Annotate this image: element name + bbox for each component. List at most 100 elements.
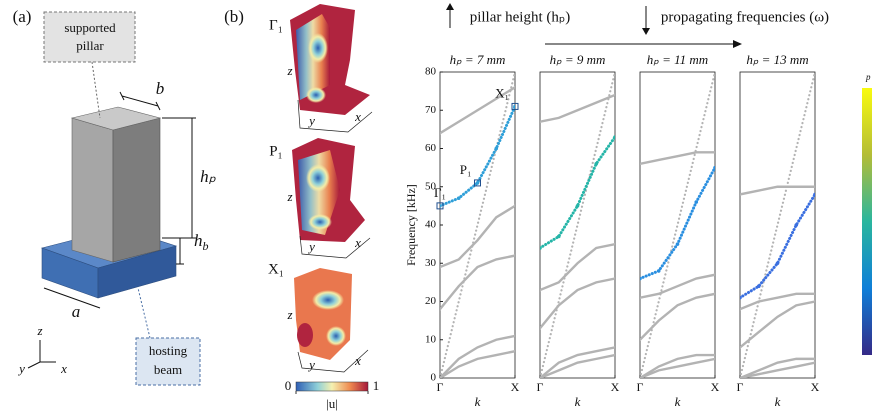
mode-label: P₁: [269, 143, 283, 159]
chart-title: hₚ = 9 mm: [550, 52, 606, 67]
chart-title: hₚ = 13 mm: [746, 52, 808, 67]
mode-marker-label: Γ₁: [434, 185, 446, 200]
y-tick-label: 40: [425, 219, 437, 231]
branch: [540, 353, 615, 378]
branch: [540, 242, 615, 292]
branch: [540, 277, 615, 330]
branch-point: [794, 223, 799, 227]
x-axis-label: k: [775, 394, 781, 409]
pillar-drawing: [27, 11, 201, 386]
branch-point: [775, 261, 780, 266]
plot-frame: [539, 71, 616, 379]
dim-label-main: h: [194, 231, 203, 250]
colorbar: [862, 88, 872, 355]
colorbar-tick-label: 0: [285, 378, 292, 393]
panel-label: (a): [13, 7, 32, 26]
panel-label: (b): [224, 7, 244, 26]
x-tick-label: Γ: [537, 380, 544, 394]
mode-label: Γ₁: [269, 17, 283, 33]
branch-point: [694, 200, 699, 204]
x-tick-label: Γ: [737, 380, 744, 394]
highlight-branch: [440, 104, 515, 208]
x-tick-label: Γ: [437, 380, 444, 394]
plot: [640, 72, 715, 378]
branch-point: [813, 192, 815, 197]
y-tick-label: 70: [425, 104, 437, 116]
chart-title: hₚ = 11 mm: [647, 52, 708, 67]
chart: hₚ = 9 mm Γ Xk: [537, 52, 620, 409]
branch-point: [494, 146, 499, 151]
mode-axis: x: [354, 109, 361, 124]
y-tick-label: 10: [425, 333, 437, 345]
branch-point: [740, 295, 742, 300]
branch: [740, 357, 815, 378]
highlight-branch: [540, 135, 615, 250]
mode-marker-label: P₁: [460, 162, 472, 177]
branch: [540, 346, 615, 378]
mode-axis: x: [354, 353, 361, 368]
beam-label: beam: [154, 362, 182, 377]
plot: [440, 72, 515, 378]
mode-axis: y: [307, 239, 315, 254]
branch: [440, 204, 515, 269]
branch-point: [640, 276, 642, 281]
plot-frame: [739, 71, 816, 379]
chart: hₚ = 13 mm Γ Xk: [737, 52, 820, 409]
branch: [640, 72, 715, 378]
branch-point: [440, 204, 442, 208]
x-axis-label: k: [575, 394, 581, 409]
branch: [440, 254, 515, 311]
colorbar-tick-label: 1: [373, 378, 380, 393]
mode-marker: [511, 102, 519, 110]
dim-label-sub: b: [203, 239, 209, 253]
x-tick-label: X: [811, 380, 820, 394]
mode-shapes: [290, 4, 373, 392]
branch-point: [594, 162, 599, 166]
axis-label: x: [60, 361, 67, 376]
branch: [740, 72, 815, 378]
y-tick-label: 30: [425, 257, 437, 269]
mode-axis: z: [286, 307, 292, 322]
header-text: propagating frequencies (ω): [661, 9, 829, 25]
branch: [740, 361, 815, 378]
branch: [440, 86, 515, 135]
mode-marker: [474, 179, 481, 187]
x-tick-label: X: [611, 380, 620, 394]
branch-point: [756, 284, 761, 289]
branch: [640, 353, 715, 378]
chart: hₚ = 11 mm Γ Xk: [637, 52, 720, 409]
branch-point: [456, 196, 461, 201]
branch: [540, 72, 615, 378]
pillar-label: supported: [64, 20, 116, 35]
mode-marker-label: X₁: [495, 85, 509, 100]
branch: [740, 292, 815, 311]
branch: [540, 93, 615, 123]
colorbar-label: p: [865, 72, 871, 82]
dim-label: b: [156, 79, 165, 98]
y-tick-label: 0: [431, 372, 437, 384]
header-arrows: [446, 3, 742, 48]
colorbar-label: |u|: [326, 396, 338, 411]
mode-axis: y: [307, 113, 315, 128]
branch-point: [575, 204, 580, 208]
chart-title: hₚ = 7 mm: [450, 52, 506, 67]
mode-axis: z: [286, 63, 292, 78]
branch: [440, 350, 515, 378]
branch-point: [613, 135, 615, 139]
dim-label: hb: [194, 231, 209, 253]
mode-label: X₁: [268, 261, 284, 277]
dim-label: a: [72, 302, 81, 321]
chart: hₚ = 7 mm 0 10 20 30 40 50 60 70 80 Frequency [kHz…: [404, 52, 520, 409]
branch-point: [475, 181, 480, 185]
plot: [740, 72, 815, 378]
branch: [440, 334, 515, 378]
branch: [640, 292, 715, 341]
branch-point: [713, 165, 715, 170]
dim-label: hₚ: [200, 167, 217, 186]
plot-frame: [639, 71, 716, 379]
axis-label: z: [36, 323, 42, 338]
branch: [740, 185, 815, 196]
pillar-label: pillar: [76, 38, 104, 53]
x-tick-label: X: [511, 380, 520, 394]
axis-label: y: [17, 361, 25, 376]
